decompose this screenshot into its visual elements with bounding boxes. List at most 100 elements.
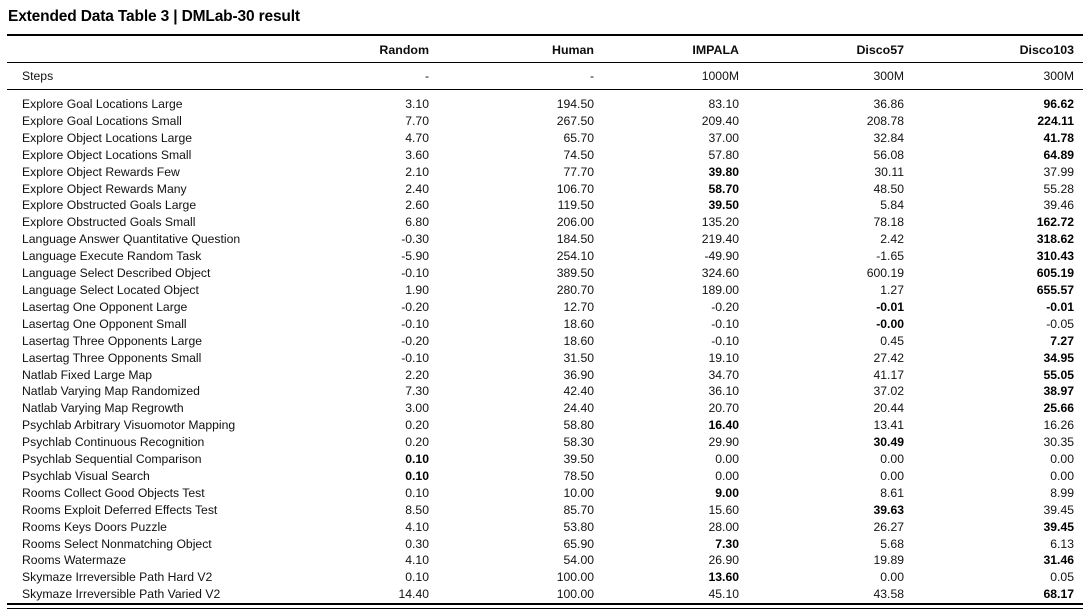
row-label: Language Select Located Object [22, 282, 199, 297]
cell-impala: 57.80 [708, 147, 740, 162]
row-label: Rooms Exploit Deferred Effects Test [22, 502, 218, 517]
cell-random: 6.80 [405, 215, 429, 230]
column-header-impala: IMPALA [603, 35, 748, 63]
table-title: Extended Data Table 3 | DMLab-30 result [8, 8, 300, 25]
cell-disco103: 38.97 [1043, 384, 1075, 399]
cell-disco103: 16.26 [1043, 418, 1075, 433]
table-row: Explore Object Rewards Few 2.10 77.70 39.80… [7, 164, 1083, 181]
steps-cell-impala: 1000M [603, 62, 748, 90]
row-label: Explore Object Locations Large [22, 130, 193, 145]
row-label: Language Answer Quantitative Question [22, 232, 241, 247]
cell-impala: -0.10 [711, 316, 739, 331]
cell-disco57: 2.42 [880, 232, 904, 247]
cell-human: 254.10 [556, 249, 594, 264]
table-row: Natlab Fixed Large Map 2.20 36.90 34.70 41.1… [7, 367, 1083, 384]
cell-disco57: 600.19 [866, 266, 904, 281]
table-row: Skymaze Irreversible Path Hard V2 0.10 100… [7, 569, 1083, 586]
cell-disco57: 0.00 [880, 452, 904, 467]
cell-impala: 9.00 [715, 485, 739, 500]
cell-random: 14.40 [398, 587, 430, 602]
cell-disco103: 34.95 [1043, 350, 1075, 365]
steps-label: Steps [7, 62, 367, 90]
cell-impala: 37.00 [708, 130, 740, 145]
cell-disco57: 27.42 [873, 350, 905, 365]
cell-impala: 209.40 [701, 113, 739, 128]
cell-human: 24.40 [563, 401, 595, 416]
cell-random: 0.10 [405, 452, 429, 467]
cell-random: -0.20 [401, 299, 429, 314]
row-label: Explore Object Locations Small [22, 147, 192, 162]
row-label: Rooms Select Nonmatching Object [22, 536, 212, 551]
row-label: Natlab Varying Map Randomized [22, 384, 200, 399]
row-label: Psychlab Sequential Comparison [22, 452, 202, 467]
row-label: Language Select Described Object [22, 266, 211, 281]
row-label: Explore Obstructed Goals Large [22, 198, 197, 213]
cell-disco103: 162.72 [1036, 215, 1074, 230]
cell-disco103: 0.05 [1050, 570, 1074, 585]
table-row: Explore Goal Locations Small 7.70 267.50 20… [7, 113, 1083, 130]
cell-disco103: 39.45 [1043, 519, 1075, 534]
bottom-rule [7, 607, 1083, 609]
table-row: Lasertag One Opponent Large -0.20 12.70 -0.… [7, 299, 1083, 316]
cell-human: 54.00 [563, 553, 595, 568]
table-row: Rooms Exploit Deferred Effects Test 8.50 8… [7, 502, 1083, 519]
table-row: Natlab Varying Map Randomized 7.30 42.40 36… [7, 383, 1083, 400]
row-label: Lasertag Three Opponents Small [22, 350, 202, 365]
cell-impala: 28.00 [708, 519, 740, 534]
cell-human: 39.50 [563, 452, 595, 467]
cell-disco57: 5.68 [880, 536, 904, 551]
cell-impala: 83.10 [708, 97, 740, 111]
table-row: Lasertag Three Opponents Small -0.10 31.50… [7, 350, 1083, 367]
cell-disco103: 55.28 [1043, 181, 1075, 196]
cell-impala: 19.10 [708, 350, 740, 365]
cell-human: 184.50 [556, 232, 594, 247]
cell-impala: 20.70 [708, 401, 740, 416]
cell-human: 58.80 [563, 418, 595, 433]
cell-disco57: 30.11 [874, 164, 904, 179]
cell-disco103: 605.19 [1036, 266, 1074, 281]
cell-impala: 13.60 [708, 570, 740, 585]
cell-human: 100.00 [556, 570, 594, 585]
cell-random: -0.10 [401, 266, 429, 281]
cell-human: 74.50 [563, 147, 595, 162]
cell-random: -5.90 [401, 249, 429, 264]
cell-random: 0.10 [405, 485, 429, 500]
cell-random: 7.30 [405, 384, 429, 399]
cell-human: 12.70 [563, 299, 595, 314]
cell-impala: 7.30 [715, 536, 739, 551]
table-row: Explore Object Locations Small 3.60 74.50 5… [7, 147, 1083, 164]
cell-human: 389.50 [556, 266, 594, 281]
cell-human: 194.50 [556, 97, 594, 111]
row-label: Rooms Keys Doors Puzzle [22, 519, 167, 534]
cell-random: 4.10 [405, 519, 429, 534]
cell-random: 2.20 [405, 367, 429, 382]
cell-impala: 34.70 [708, 367, 740, 382]
cell-human: 18.60 [563, 333, 595, 348]
cell-impala: -0.20 [711, 299, 739, 314]
cell-impala: 36.10 [708, 384, 740, 399]
cell-disco57: 19.89 [873, 553, 905, 568]
cell-human: 106.70 [556, 181, 594, 196]
table-row: Explore Obstructed Goals Large 2.60 119.50… [7, 197, 1083, 214]
cell-impala: 189.00 [701, 282, 739, 297]
cell-disco57: 39.63 [873, 502, 905, 517]
column-header-random: Random [367, 35, 438, 63]
cell-impala: 45.10 [708, 587, 740, 602]
row-label: Rooms Collect Good Objects Test [22, 485, 205, 500]
cell-disco57: 78.18 [873, 215, 905, 230]
cell-impala: 15.60 [708, 502, 740, 517]
cell-human: 267.50 [556, 113, 594, 128]
cell-disco57: 43.58 [873, 587, 905, 602]
cell-disco57: 48.50 [873, 181, 905, 196]
row-label: Lasertag One Opponent Small [22, 316, 187, 331]
cell-random: 0.20 [405, 418, 429, 433]
cell-random: 4.70 [405, 130, 429, 145]
cell-human: 280.70 [556, 282, 594, 297]
cell-human: 100.00 [556, 587, 594, 602]
cell-disco57: 20.44 [873, 401, 905, 416]
cell-disco57: 0.00 [880, 468, 904, 483]
row-label: Language Execute Random Task [22, 249, 202, 264]
cell-human: 65.90 [563, 536, 595, 551]
cell-human: 77.70 [563, 164, 595, 179]
row-label: Psychlab Visual Search [22, 468, 150, 483]
